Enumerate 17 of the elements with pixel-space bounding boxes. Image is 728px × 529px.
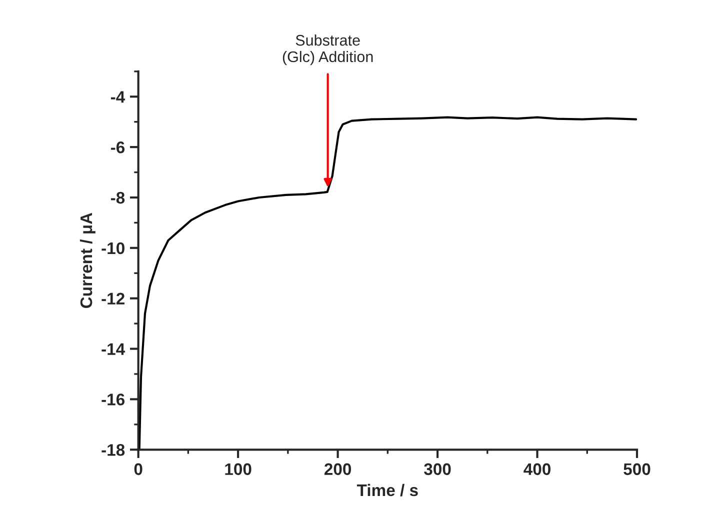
y-tick-label: -10: [102, 242, 124, 254]
x-tick-label: 200: [324, 463, 352, 476]
x-tick-label: 400: [524, 463, 550, 476]
x-tick-label: 100: [225, 463, 252, 476]
x-tick-label: 500: [624, 463, 650, 476]
y-axis-title: Current / μA: [80, 212, 96, 308]
y-tick-label: -16: [102, 394, 125, 406]
y-tick-label: -14: [102, 343, 126, 355]
y-tick-label: -18: [102, 444, 125, 456]
annotation: Substrate (Glc) Addition: [282, 34, 373, 66]
y-tick-label: -6: [110, 141, 125, 154]
y-tick-label: -8: [110, 192, 125, 204]
x-tick-label: 0: [134, 463, 142, 476]
x-axis-title: Time / s: [356, 484, 418, 496]
y-tick-label: -4: [110, 91, 126, 103]
x-tick-label: 300: [424, 463, 451, 476]
y-tick-label: -12: [102, 292, 124, 304]
